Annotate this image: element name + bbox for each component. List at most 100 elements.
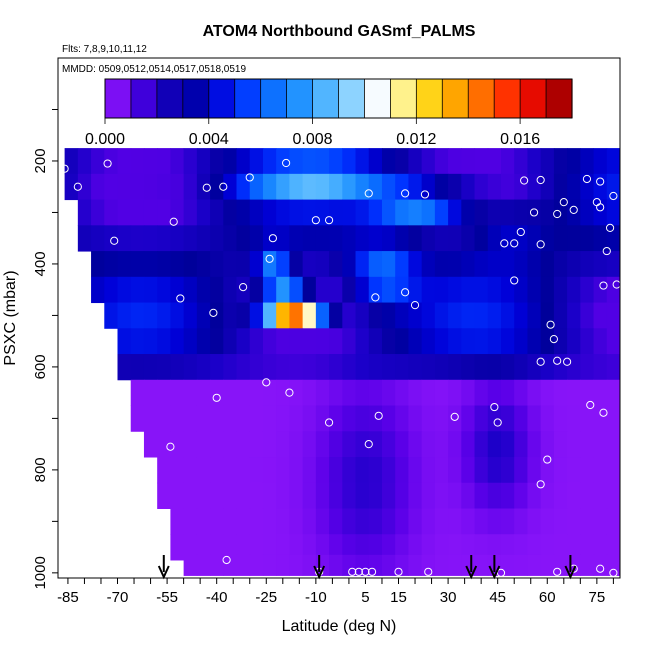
- sample-point: [450, 412, 459, 421]
- heatmap-cell: [210, 482, 224, 509]
- heatmap-cell: [553, 482, 568, 509]
- sample-point: [239, 283, 248, 292]
- heatmap-cell: [342, 482, 357, 509]
- heatmap-cell: [567, 199, 581, 226]
- heatmap-cell: [143, 199, 158, 226]
- heatmap-cell: [474, 328, 489, 355]
- sample-point: [536, 480, 545, 489]
- heatmap-cell: [130, 251, 145, 278]
- sample-point: [536, 240, 545, 249]
- sample-point: [245, 173, 254, 182]
- heatmap-cell: [223, 148, 238, 175]
- heatmap-cell: [593, 148, 608, 175]
- heatmap-cell: [461, 225, 476, 252]
- heatmap-cell: [329, 148, 343, 175]
- heatmap-cell: [355, 199, 370, 226]
- heatmap-cell: [276, 225, 290, 252]
- heatmap-cell: [487, 251, 502, 278]
- heatmap-cell: [474, 554, 489, 576]
- sample-point: [348, 567, 357, 576]
- heatmap-cell: [381, 354, 396, 381]
- heatmap-cell: [183, 405, 198, 432]
- heatmap-cell: [355, 554, 370, 576]
- heatmap-cell: [302, 431, 317, 458]
- heatmap-cell: [64, 173, 79, 201]
- latitude-arrow: [564, 555, 577, 580]
- heatmap-cell: [170, 251, 185, 278]
- heatmap-cell: [540, 508, 555, 535]
- heatmap-cell: [355, 482, 370, 509]
- heatmap-cell: [130, 379, 145, 407]
- colorbar-segment: [468, 79, 495, 118]
- heatmap-cell: [421, 199, 436, 226]
- colorbar-segment: [234, 79, 262, 118]
- heatmap-cell: [593, 354, 608, 381]
- sample-point: [520, 176, 529, 185]
- heatmap-cell: [395, 431, 409, 458]
- heatmap-cell: [540, 431, 555, 458]
- heatmap-cell: [395, 405, 409, 432]
- colorbar-segment: [364, 79, 391, 118]
- heatmap-cell: [408, 482, 423, 509]
- heatmap-cell: [196, 431, 211, 458]
- heatmap-cell: [355, 173, 370, 201]
- heatmap-cell: [157, 276, 171, 304]
- heatmap-cell: [421, 457, 436, 484]
- colorbar-segment: [442, 79, 469, 118]
- heatmap-cell: [302, 534, 317, 561]
- heatmap-cell: [276, 482, 290, 509]
- heatmap-cell: [553, 405, 568, 432]
- heatmap-cell: [448, 431, 462, 458]
- heatmap-cell: [448, 405, 462, 432]
- heatmap-cell: [527, 354, 542, 381]
- colorbar-segment: [286, 79, 314, 118]
- x-tick-label: 75: [589, 589, 606, 606]
- heatmap-cell: [408, 508, 423, 535]
- heatmap-cell: [500, 328, 515, 355]
- heatmap-cell: [236, 508, 251, 535]
- heatmap-cell: [157, 379, 171, 407]
- heatmap-cell: [183, 457, 198, 484]
- heatmap-cell: [210, 173, 224, 201]
- heatmap-cell: [567, 354, 581, 381]
- heatmap-cell: [421, 534, 436, 561]
- heatmap-cell: [461, 508, 476, 535]
- heatmap-cell: [487, 457, 502, 484]
- heatmap-cell: [448, 276, 462, 304]
- heatmap-cell: [91, 251, 105, 278]
- heatmap-cell: [302, 148, 317, 175]
- sample-point: [219, 182, 228, 191]
- heatmap-cell: [474, 482, 489, 509]
- heatmap-cell: [540, 554, 555, 576]
- heatmap-cell: [448, 199, 462, 226]
- heatmap-cell: [315, 379, 330, 407]
- heatmap-cell: [210, 251, 224, 278]
- heatmap-cell: [580, 405, 595, 432]
- heatmap-cell: [487, 482, 502, 509]
- heatmap-cell: [580, 431, 595, 458]
- heatmap-cell: [474, 251, 489, 278]
- heatmap-cell: [117, 354, 132, 381]
- heatmap-cell: [289, 302, 304, 329]
- heatmap-cell: [183, 276, 198, 304]
- heatmap-cell: [606, 302, 621, 329]
- heatmap-cell: [368, 534, 383, 561]
- heatmap-cell: [540, 173, 555, 201]
- heatmap-cell: [461, 199, 476, 226]
- heatmap-cell: [289, 276, 304, 304]
- x-tick-label: 15: [390, 589, 407, 606]
- heatmap-cell: [500, 508, 515, 535]
- heatmap-cell: [434, 431, 449, 458]
- heatmap-cell: [329, 173, 343, 201]
- heatmap-cell: [368, 354, 383, 381]
- heatmap-cell: [500, 276, 515, 304]
- x-tick-label: 5: [361, 589, 369, 606]
- sample-point: [401, 288, 410, 297]
- heatmap-cell: [434, 482, 449, 509]
- x-tick-label: 60: [539, 589, 556, 606]
- heatmap-cell: [381, 173, 396, 201]
- heatmap-cell: [553, 251, 568, 278]
- heatmap-cell: [448, 508, 462, 535]
- sample-point: [546, 320, 555, 329]
- heatmap-cell: [580, 276, 595, 304]
